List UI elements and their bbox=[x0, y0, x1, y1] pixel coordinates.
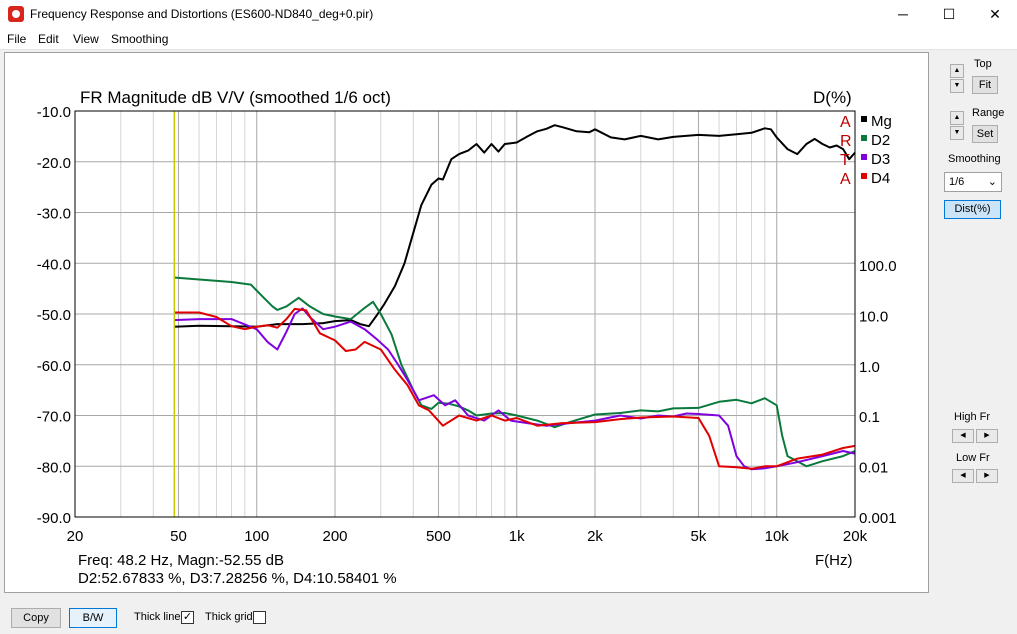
legend-swatch-d3 bbox=[861, 154, 867, 160]
legend-swatch-d2 bbox=[861, 135, 867, 141]
x-tick-label: 100 bbox=[244, 528, 269, 545]
y2-tick-label: 1.0 bbox=[859, 359, 880, 376]
top-down-arrow[interactable]: ▼ bbox=[950, 79, 964, 93]
y-tick-label: -20.0 bbox=[37, 155, 71, 172]
chart-ticks: -10.0 -20.0 -30.0 -40.0 -50.0 -60.0 -70.0 -80.0… bbox=[37, 104, 897, 545]
series-line-d3 bbox=[173, 307, 856, 471]
low-fr-right-arrow[interactable]: ▶ bbox=[976, 469, 998, 483]
range-label: Range bbox=[972, 107, 1005, 119]
series-line-d4 bbox=[173, 307, 856, 470]
y-tick-label: -70.0 bbox=[37, 409, 71, 426]
app-icon bbox=[8, 6, 24, 22]
arta-caption-letter: A bbox=[840, 171, 851, 188]
chart-title: FR Magnitude dB V/V (smoothed 1/6 oct) bbox=[80, 88, 391, 107]
fit-button[interactable]: Fit bbox=[972, 76, 998, 94]
range-down-arrow[interactable]: ▼ bbox=[950, 126, 964, 140]
legend-label-d3: D3 bbox=[871, 151, 890, 168]
legend-label-mg: Mg bbox=[871, 113, 892, 130]
chevron-down-icon: ⌄ bbox=[987, 176, 997, 188]
x-tick-label: 20k bbox=[843, 528, 868, 545]
thick-grid-label: Thick grid bbox=[205, 611, 253, 623]
bw-button[interactable]: B/W bbox=[69, 608, 117, 628]
copy-button[interactable]: Copy bbox=[11, 608, 61, 628]
x-tick-label: 5k bbox=[691, 528, 707, 545]
close-button[interactable]: ✕ bbox=[989, 6, 1001, 22]
x-tick-label: 200 bbox=[322, 528, 347, 545]
x-tick-label: 2k bbox=[587, 528, 603, 545]
y-tick-label: -60.0 bbox=[37, 358, 71, 375]
legend-label-d4: D4 bbox=[871, 170, 890, 187]
smoothing-label: Smoothing bbox=[948, 153, 1001, 165]
top-up-arrow[interactable]: ▲ bbox=[950, 64, 964, 78]
menu-view[interactable]: View bbox=[73, 32, 99, 46]
y2-tick-label: 100.0 bbox=[859, 258, 897, 275]
x-tick-label: 10k bbox=[765, 528, 790, 545]
bottom-bar: Copy B/W Thick line ✓ Thick grid bbox=[0, 594, 1017, 634]
y2-tick-label: 0.01 bbox=[859, 460, 888, 477]
minimize-button[interactable]: ─ bbox=[898, 6, 908, 22]
side-panel: ▲ ▼ Top Fit ▲ ▼ Range Set Smoothing 1/6 … bbox=[930, 52, 1017, 593]
dist-percent-button[interactable]: Dist(%) bbox=[944, 200, 1001, 219]
menu-file[interactable]: File bbox=[7, 32, 27, 46]
window-title: Frequency Response and Distortions (ES60… bbox=[30, 7, 374, 21]
plot-panel[interactable]: -10.0 -20.0 -30.0 -40.0 -50.0 -60.0 -70.0 -80.0… bbox=[4, 52, 929, 593]
smoothing-select[interactable]: 1/6 ⌄ bbox=[944, 172, 1002, 192]
high-fr-right-arrow[interactable]: ▶ bbox=[976, 429, 998, 443]
title-bar: Frequency Response and Distortions (ES60… bbox=[0, 0, 1017, 28]
y2-tick-label: 0.001 bbox=[859, 510, 897, 527]
y2-tick-label: 0.1 bbox=[859, 409, 880, 426]
arta-caption-letter: R bbox=[840, 133, 852, 150]
thick-grid-checkbox[interactable] bbox=[253, 611, 266, 624]
low-fr-label: Low Fr bbox=[956, 452, 990, 464]
thick-line-label: Thick line bbox=[134, 611, 181, 623]
set-button[interactable]: Set bbox=[972, 125, 998, 143]
x-tick-label: 500 bbox=[426, 528, 451, 545]
y-tick-label: -40.0 bbox=[37, 256, 71, 273]
arta-caption-letter: A bbox=[840, 114, 851, 131]
y-tick-label: -30.0 bbox=[37, 206, 71, 223]
plot-frame bbox=[74, 110, 856, 518]
high-fr-left-arrow[interactable]: ◀ bbox=[952, 429, 974, 443]
top-label: Top bbox=[974, 58, 992, 70]
legend-swatch-d4 bbox=[861, 173, 867, 179]
chart-series bbox=[173, 124, 856, 471]
legend-swatch-mg bbox=[861, 116, 867, 122]
high-fr-label: High Fr bbox=[954, 411, 991, 423]
menu-smoothing[interactable]: Smoothing bbox=[111, 32, 169, 46]
x-tick-label: 1k bbox=[509, 528, 525, 545]
x-axis-label: F(Hz) bbox=[815, 552, 853, 569]
arta-caption-letter: T bbox=[840, 152, 850, 169]
legend-label-d2: D2 bbox=[871, 132, 890, 149]
x-tick-label: 20 bbox=[67, 528, 84, 545]
series-line-d2 bbox=[173, 276, 856, 468]
chart-legend: Mg D2 D3 D4 bbox=[861, 113, 892, 187]
y2-tick-label: 10.0 bbox=[859, 308, 888, 325]
smoothing-value: 1/6 bbox=[949, 176, 965, 188]
y-tick-label: -50.0 bbox=[37, 307, 71, 324]
x-tick-label: 50 bbox=[170, 528, 187, 545]
menu-bar: File Edit View Smoothing bbox=[0, 28, 1017, 50]
menu-edit[interactable]: Edit bbox=[38, 32, 59, 46]
chart-grid bbox=[75, 110, 855, 518]
maximize-button[interactable]: ☐ bbox=[942, 6, 956, 22]
frequency-response-chart[interactable]: -10.0 -20.0 -30.0 -40.0 -50.0 -60.0 -70.0 -80.0… bbox=[5, 53, 928, 592]
y-tick-label: -10.0 bbox=[37, 104, 71, 121]
y-tick-label: -90.0 bbox=[37, 510, 71, 527]
cursor-readout-line2: D2:52.67833 %, D3:7.28256 %, D4:10.58401… bbox=[78, 570, 397, 587]
series-line-mg bbox=[173, 124, 856, 328]
cursor-readout-line1: Freq: 48.2 Hz, Magn:-52.55 dB bbox=[78, 552, 284, 569]
range-up-arrow[interactable]: ▲ bbox=[950, 111, 964, 125]
low-fr-left-arrow[interactable]: ◀ bbox=[952, 469, 974, 483]
distortion-axis-title: D(%) bbox=[813, 88, 852, 107]
y-tick-label: -80.0 bbox=[37, 459, 71, 476]
thick-line-checkbox[interactable]: ✓ bbox=[181, 611, 194, 624]
